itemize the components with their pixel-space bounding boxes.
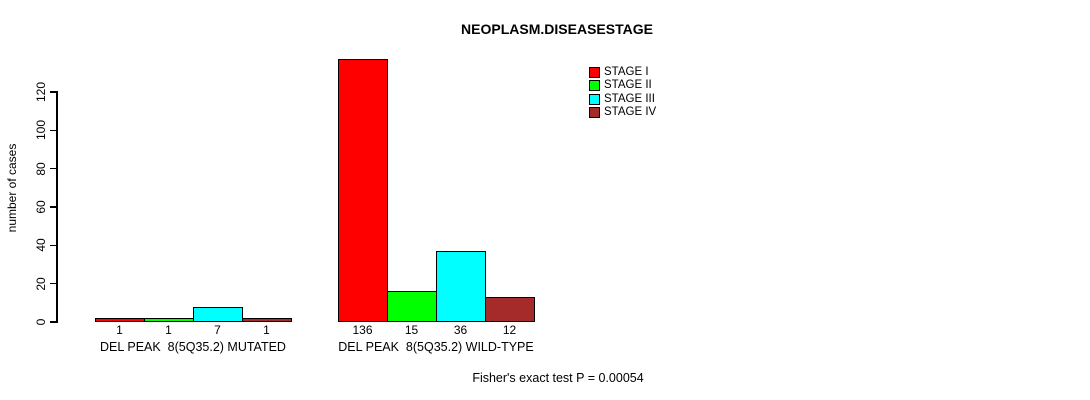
category-label: DEL PEAK 8(5Q35.2) MUTATED (100, 340, 286, 354)
legend-label: STAGE IV (604, 106, 657, 119)
category-label: DEL PEAK 8(5Q35.2) WILD-TYPE (338, 340, 534, 354)
legend-label: STAGE III (604, 92, 655, 105)
y-tick (50, 206, 56, 208)
y-tick-label: 120 (34, 81, 48, 103)
bar-value-label: 1 (263, 323, 270, 337)
bar (95, 318, 145, 322)
legend-row: STAGE I (589, 66, 656, 79)
legend-swatch (589, 80, 600, 92)
y-axis-line (56, 91, 58, 323)
bar (242, 318, 292, 322)
bar-value-label: 136 (352, 323, 373, 337)
bar (193, 306, 243, 322)
legend-row: STAGE IV (589, 106, 656, 119)
bar (144, 318, 194, 322)
legend: STAGE I STAGE II STAGE III STAGE IV (589, 66, 656, 119)
legend-label: STAGE I (604, 66, 649, 79)
bar-value-label: 36 (453, 323, 468, 337)
y-tick (50, 129, 56, 132)
bar-value-label: 15 (404, 323, 419, 337)
legend-row: STAGE III (589, 93, 656, 106)
y-tick (50, 282, 56, 285)
y-tick (50, 321, 56, 323)
y-axis-title: number of cases (5, 143, 19, 233)
y-tick-label: 80 (34, 161, 48, 176)
bar (387, 291, 437, 322)
bar (436, 251, 486, 322)
statistical-test-annotation: Fisher's exact test P = 0.00054 (472, 371, 644, 385)
legend-swatch (589, 107, 600, 119)
bar-value-label: 1 (165, 323, 172, 337)
y-tick (50, 91, 56, 93)
chart-title: NEOPLASM.DISEASESTAGE (461, 21, 653, 37)
bar (485, 297, 535, 322)
y-tick-label: 20 (34, 276, 48, 291)
y-tick-label: 60 (34, 200, 48, 214)
y-tick-label: 0 (34, 318, 48, 326)
y-tick (50, 167, 56, 170)
legend-swatch (589, 67, 600, 79)
y-tick-label: 100 (34, 120, 48, 141)
legend-label: STAGE II (604, 79, 652, 92)
bar-value-label: 12 (502, 323, 517, 337)
y-tick-label: 40 (34, 238, 48, 253)
bar-value-label: 7 (214, 323, 221, 337)
legend-row: STAGE II (589, 79, 656, 92)
bar (338, 59, 388, 322)
legend-swatch (589, 93, 600, 105)
bar-value-label: 1 (116, 323, 123, 337)
y-tick (50, 244, 56, 247)
